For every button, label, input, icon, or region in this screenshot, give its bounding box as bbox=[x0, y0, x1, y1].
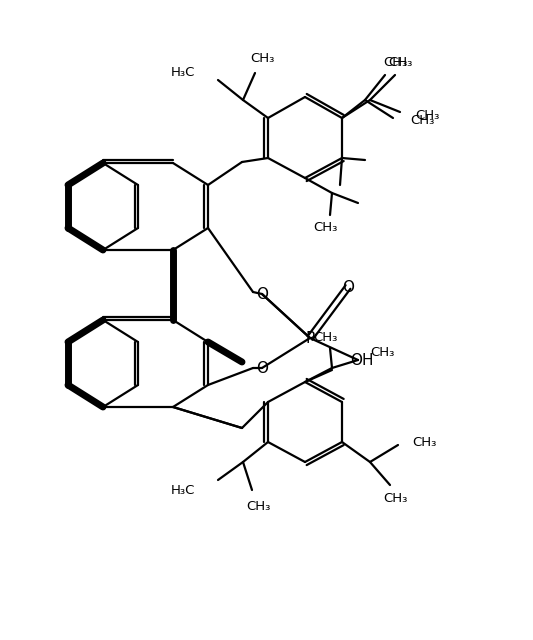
Text: OH: OH bbox=[350, 353, 374, 367]
Text: CH₃: CH₃ bbox=[370, 346, 394, 358]
Text: CH₃: CH₃ bbox=[250, 51, 274, 65]
Text: CH₃: CH₃ bbox=[410, 113, 434, 127]
Text: CH₃: CH₃ bbox=[313, 330, 337, 344]
Text: O: O bbox=[256, 287, 268, 301]
Text: CH₃: CH₃ bbox=[246, 500, 270, 513]
Text: H₃C: H₃C bbox=[171, 65, 195, 79]
Text: CH₃: CH₃ bbox=[313, 221, 337, 234]
Text: CH₃: CH₃ bbox=[415, 109, 439, 122]
Text: CH₃: CH₃ bbox=[383, 56, 407, 68]
Text: CH₃: CH₃ bbox=[412, 435, 437, 449]
Text: P: P bbox=[305, 330, 314, 346]
Text: CH₃: CH₃ bbox=[383, 492, 407, 504]
Text: O: O bbox=[256, 360, 268, 376]
Text: H₃C: H₃C bbox=[171, 483, 195, 497]
Text: CH₃: CH₃ bbox=[388, 56, 412, 68]
Text: O: O bbox=[342, 280, 354, 294]
